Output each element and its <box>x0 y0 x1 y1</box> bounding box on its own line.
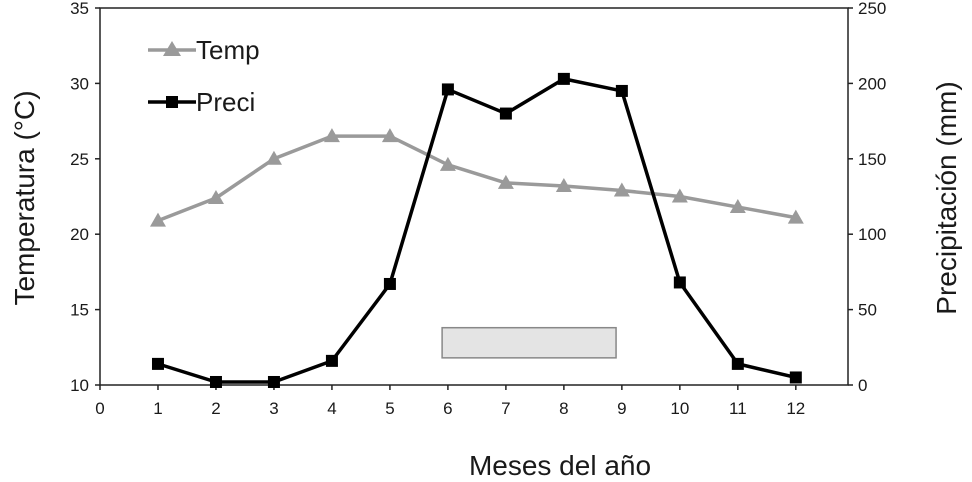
x-axis-title: Meses del año <box>469 450 651 481</box>
left-tick-label: 15 <box>70 301 89 320</box>
right-axis-title: Precipitación (mm) <box>931 81 962 314</box>
series-line-preci <box>157 77 797 384</box>
point-preci <box>383 277 396 290</box>
legend-label-preci: Preci <box>196 87 255 117</box>
x-tick-label: 6 <box>443 399 452 418</box>
point-temp <box>323 128 340 143</box>
point-temp <box>265 150 282 165</box>
x-tick-label: 5 <box>385 399 394 418</box>
dry-season-rect <box>441 326 617 359</box>
point-temp <box>497 174 514 189</box>
point-preci <box>673 276 686 289</box>
left-tick-label: 10 <box>70 376 89 395</box>
x-tick-label: 2 <box>211 399 220 418</box>
x-axis-ticks: 0 1 2 3 4 5 6 7 8 9 10 11 12 <box>95 385 805 418</box>
left-tick-label: 25 <box>70 150 89 169</box>
right-tick-label: 0 <box>858 376 867 395</box>
point-temp <box>787 209 804 224</box>
point-preci <box>499 107 512 120</box>
legend-label-temp: Temp <box>196 35 260 65</box>
x-tick-label: 12 <box>786 399 805 418</box>
point-preci <box>267 375 280 388</box>
point-preci <box>615 84 628 97</box>
x-tick-label: 7 <box>501 399 510 418</box>
point-temp <box>729 199 746 214</box>
point-temp <box>439 156 456 171</box>
dry-season-box <box>441 326 617 359</box>
x-tick-label: 4 <box>327 399 336 418</box>
point-preci <box>731 357 744 370</box>
right-axis-ticks: 0 50 100 150 200 250 <box>848 0 886 395</box>
legend: Temp Preci <box>148 35 260 117</box>
point-temp <box>671 188 688 203</box>
point-temp <box>149 212 166 227</box>
point-preci <box>789 371 802 384</box>
point-preci <box>325 354 338 367</box>
point-preci <box>151 357 164 370</box>
point-preci <box>441 83 454 96</box>
x-tick-label: 11 <box>729 399 747 418</box>
legend-marker-temp <box>163 41 181 56</box>
right-tick-label: 200 <box>858 74 886 93</box>
legend-marker-preci <box>166 96 178 108</box>
x-tick-label: 8 <box>559 399 568 418</box>
right-tick-label: 250 <box>858 0 886 18</box>
right-tick-label: 100 <box>858 225 886 244</box>
point-temp <box>207 190 224 205</box>
left-tick-label: 35 <box>70 0 89 18</box>
x-tick-label: 9 <box>617 399 626 418</box>
plot-border <box>99 7 849 386</box>
point-temp <box>613 182 630 197</box>
x-tick-label: 10 <box>670 399 689 418</box>
left-axis-ticks: 10 15 20 25 30 35 <box>70 0 100 395</box>
plot-area <box>99 7 849 386</box>
x-tick-label: 1 <box>153 399 162 418</box>
point-temp <box>555 177 572 192</box>
x-tick-label: 0 <box>95 399 104 418</box>
right-tick-label: 50 <box>858 301 877 320</box>
series-line-temp <box>157 134 797 223</box>
point-preci <box>209 375 222 388</box>
series-layer <box>149 72 804 388</box>
left-axis-title: Temperatura (°C) <box>9 90 40 305</box>
left-tick-label: 30 <box>70 74 89 93</box>
point-temp <box>381 128 398 143</box>
right-tick-label: 150 <box>858 150 886 169</box>
point-preci <box>557 72 570 85</box>
x-tick-label: 3 <box>269 399 278 418</box>
left-tick-label: 20 <box>70 225 89 244</box>
